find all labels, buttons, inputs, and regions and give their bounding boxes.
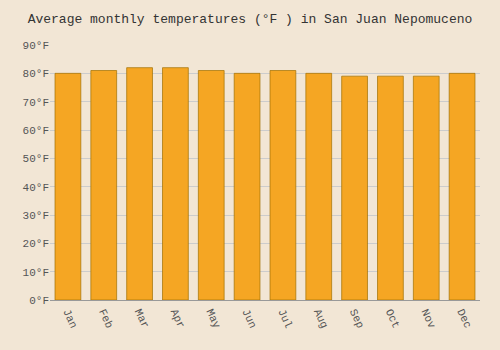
svg-text:Apr: Apr <box>168 307 187 330</box>
svg-text:90°F: 90°F <box>23 40 49 52</box>
svg-text:Average monthly temperatures (: Average monthly temperatures (°F ) in Sa… <box>28 12 473 27</box>
svg-text:Jan: Jan <box>60 307 79 330</box>
svg-text:60°F: 60°F <box>23 125 49 137</box>
svg-text:70°F: 70°F <box>23 97 49 109</box>
svg-text:Nov: Nov <box>419 307 438 330</box>
svg-text:0°F: 0°F <box>29 295 49 307</box>
svg-text:80°F: 80°F <box>23 68 49 80</box>
svg-text:40°F: 40°F <box>23 182 49 194</box>
svg-text:Mar: Mar <box>132 307 151 330</box>
svg-text:20°F: 20°F <box>23 238 49 250</box>
svg-text:Jun: Jun <box>239 307 258 330</box>
svg-text:10°F: 10°F <box>23 267 49 279</box>
svg-text:50°F: 50°F <box>23 153 49 165</box>
svg-text:Dec: Dec <box>454 307 473 330</box>
svg-text:Jul: Jul <box>275 307 294 330</box>
svg-text:Aug: Aug <box>311 307 330 330</box>
svg-text:30°F: 30°F <box>23 210 49 222</box>
svg-text:Feb: Feb <box>96 307 115 330</box>
svg-text:May: May <box>204 307 223 330</box>
svg-text:Sep: Sep <box>347 307 366 330</box>
svg-text:Oct: Oct <box>383 307 402 330</box>
